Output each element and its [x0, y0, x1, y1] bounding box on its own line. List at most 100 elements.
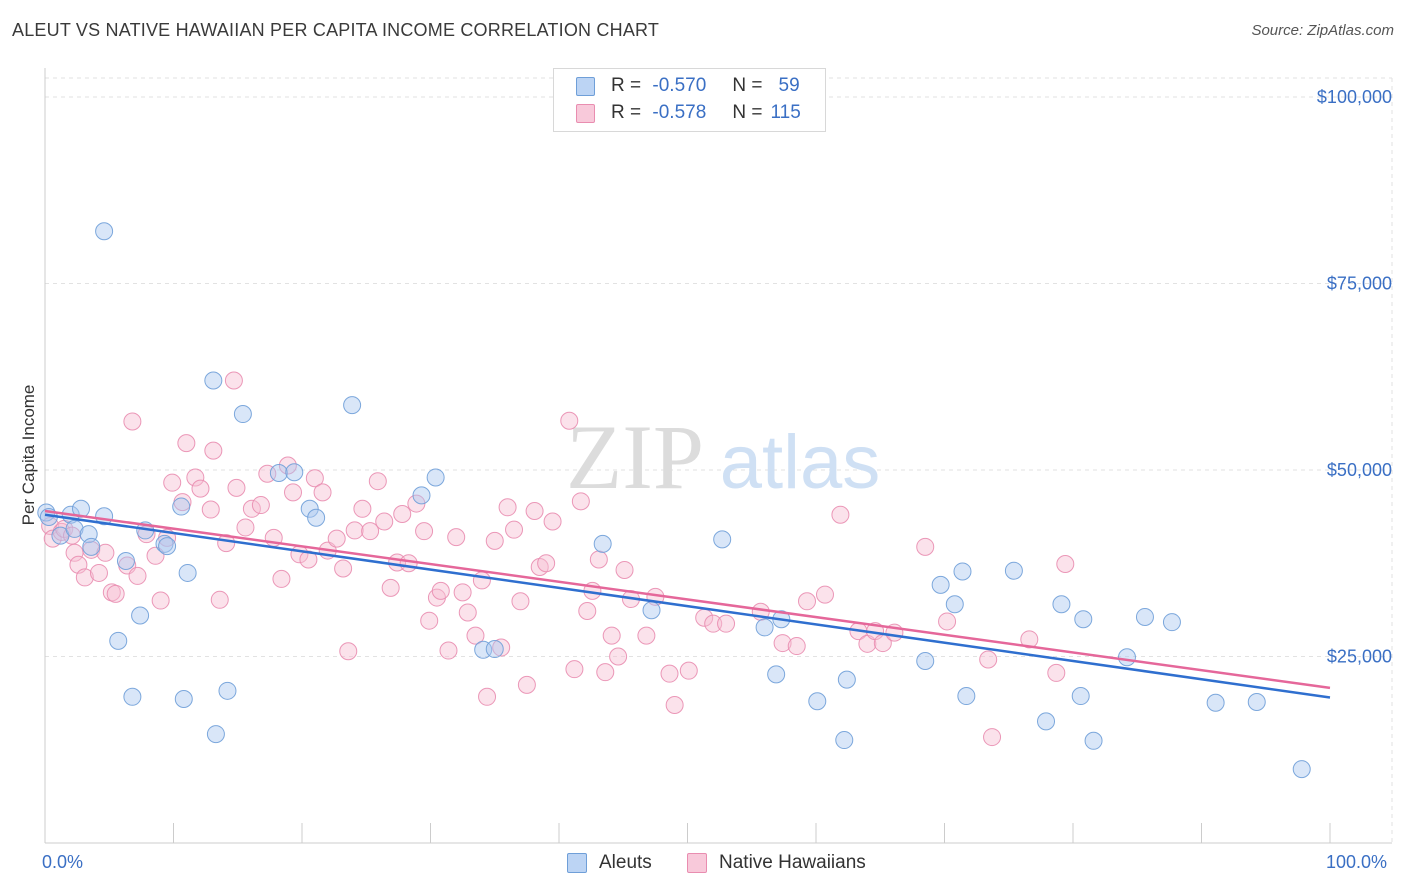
legend-n-label: N = [732, 102, 763, 123]
y-tick-label: $75,000 [1327, 274, 1392, 294]
hawaiian-point [415, 522, 434, 541]
hawaiian-point [717, 614, 736, 633]
hawaiian-point [773, 634, 792, 653]
hawaiian-point [75, 568, 94, 587]
hawaiian-point [637, 626, 656, 645]
hawaiian-point [704, 614, 723, 633]
hawaiian-point [660, 664, 679, 683]
hawaiian-point [201, 500, 220, 519]
aleut-point [755, 618, 774, 637]
hawaiian-point [916, 537, 935, 556]
hawaiian-trend-line [44, 509, 1331, 690]
hawaiian-point [128, 566, 147, 585]
bottom-legend-swatch-hawaiian [687, 853, 707, 873]
hawaiian-point [602, 626, 621, 645]
hawaiian-point [537, 554, 556, 573]
hawaiian-point [439, 641, 458, 660]
aleut-point [767, 665, 786, 684]
legend-row-hawaiian: R = -0.578 N = 115 [576, 102, 801, 124]
legend-swatch-aleut [576, 76, 595, 96]
hawaiian-point [517, 675, 536, 694]
grid-lines [45, 77, 1393, 843]
hawaiian-point [151, 591, 170, 610]
aleut-point [808, 692, 827, 711]
watermark-atlas: atlas [720, 420, 881, 505]
legend-n-value: 59 [778, 75, 800, 96]
source-label: Source: ZipAtlas.com [1251, 22, 1394, 39]
hawaiian-point [368, 472, 387, 491]
hawaiian-point [787, 637, 806, 656]
hawaiian-point [472, 571, 491, 590]
hawaiian-point [305, 469, 324, 488]
aleut-point [178, 563, 197, 582]
hawaiian-point [447, 528, 466, 547]
aleut-point [218, 681, 237, 700]
hawaiian-points [41, 371, 1075, 747]
hawaiian-point [505, 520, 524, 539]
hawaiian-point [375, 512, 394, 531]
aleut-point [1004, 561, 1023, 580]
hawaiian-point [798, 592, 817, 611]
hawaiian-point [511, 592, 530, 611]
hawaiian-point [565, 660, 584, 679]
aleut-point [1117, 648, 1136, 667]
aleut-point [158, 537, 177, 556]
hawaiian-point [679, 661, 698, 680]
aleut-point [642, 601, 661, 620]
aleut-point [1037, 712, 1056, 731]
aleut-point [957, 687, 976, 706]
legend: R = -0.570 N = 59 R = -0.578 N = 115 [553, 68, 826, 132]
aleut-point [837, 670, 856, 689]
aleut-point [269, 463, 288, 482]
hawaiian-point [353, 499, 372, 518]
hawaiian-point [339, 642, 358, 661]
aleut-point [1071, 687, 1090, 706]
hawaiian-point [123, 412, 142, 431]
hawaiian-point [313, 483, 332, 502]
aleut-point [285, 463, 304, 482]
aleut-point [426, 468, 445, 487]
hawaiian-point [578, 601, 597, 620]
aleut-point [233, 405, 252, 424]
bottom-legend-label-aleut: Aleuts [599, 852, 652, 873]
hawaiian-point [525, 502, 544, 521]
watermark-zip: ZIP [566, 406, 704, 508]
hawaiian-point [242, 499, 261, 518]
aleut-point [206, 725, 225, 744]
aleut-point [307, 508, 326, 527]
hawaiian-point [227, 478, 246, 497]
hawaiian-point [609, 647, 628, 666]
bottom-legend-label-hawaiian: Native Hawaiians [719, 852, 866, 873]
y-axis-label: Per Capita Income [19, 384, 38, 526]
hawaiian-point [485, 531, 504, 550]
hawaiian-point [458, 603, 477, 622]
hawaiian-point [1047, 663, 1066, 682]
legend-r-value: -0.570 [652, 75, 707, 96]
hawaiian-point [1056, 554, 1075, 573]
hawaiian-point [399, 554, 418, 573]
aleut-point [931, 575, 950, 594]
chart-title: ALEUT VS NATIVE HAWAIIAN PER CAPITA INCO… [12, 20, 660, 40]
aleut-point [953, 562, 972, 581]
hawaiian-point [983, 728, 1002, 747]
hawaiian-point [589, 550, 608, 569]
aleut-point [174, 690, 193, 709]
hawaiian-point [615, 560, 634, 579]
aleut-point [116, 552, 135, 571]
hawaiian-point [204, 441, 223, 460]
bottom-legend-swatch-aleut [567, 853, 587, 873]
hawaiian-point [224, 371, 243, 390]
hawaiian-point [381, 578, 400, 597]
aleut-point [172, 497, 191, 516]
hawaiian-point [393, 505, 412, 524]
trend-lines [44, 509, 1331, 699]
legend-n-label: N = [732, 75, 763, 96]
hawaiian-point [361, 522, 380, 541]
hawaiian-point [478, 687, 497, 706]
hawaiian-point [278, 456, 297, 475]
aleut-point [95, 222, 114, 241]
aleut-point [343, 396, 362, 415]
aleut-point [1052, 595, 1071, 614]
hawaiian-point [146, 546, 165, 565]
bottom-legend-aleut: Aleuts [567, 852, 652, 874]
